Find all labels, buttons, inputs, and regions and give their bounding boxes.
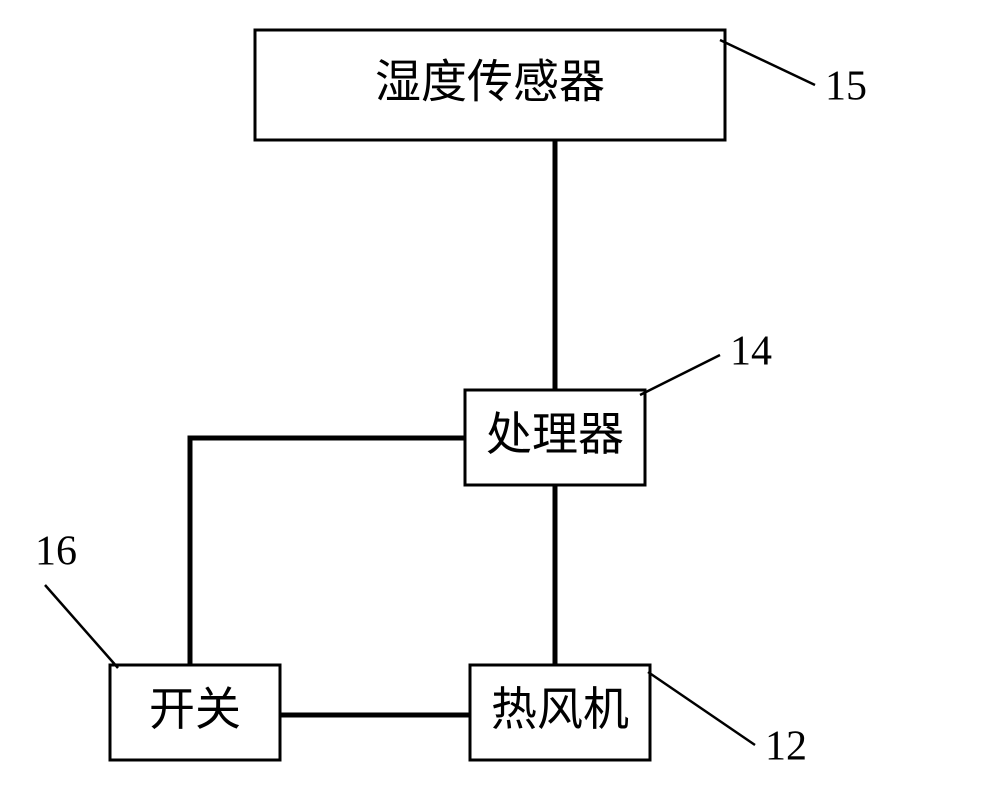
node-sensor: 湿度传感器 15 <box>255 30 867 140</box>
node-label-processor: 处理器 <box>486 409 624 460</box>
ref-sensor: 15 <box>825 64 867 110</box>
node-label-sensor: 湿度传感器 <box>375 57 605 108</box>
ref-processor: 14 <box>730 329 772 375</box>
leader-heater <box>648 672 755 745</box>
leader-processor <box>640 355 720 395</box>
node-switch: 开关 16 <box>35 529 280 760</box>
leader-sensor <box>720 40 815 85</box>
ref-switch: 16 <box>35 529 77 575</box>
leader-switch <box>45 585 118 668</box>
node-heater: 热风机 12 <box>470 665 807 770</box>
node-label-switch: 开关 <box>149 684 241 735</box>
node-label-heater: 热风机 <box>491 684 629 735</box>
node-processor: 处理器 14 <box>465 329 772 485</box>
edge-processor-switch <box>190 438 465 665</box>
block-diagram: 湿度传感器 15 处理器 14 开关 16 热风机 12 <box>0 0 1000 812</box>
ref-heater: 12 <box>765 724 807 770</box>
